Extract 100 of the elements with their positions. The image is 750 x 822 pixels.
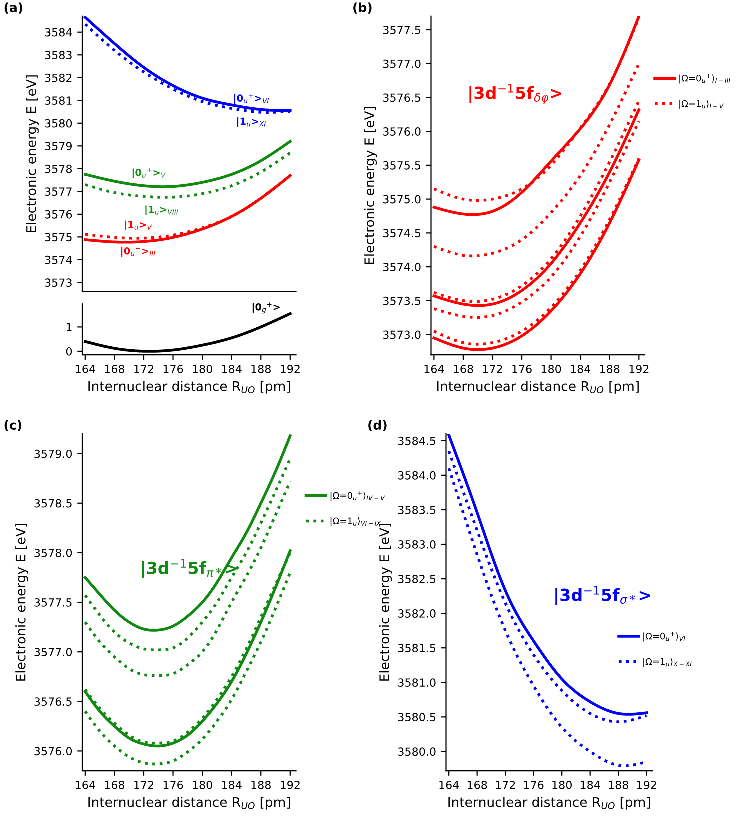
y-tick-label: 3579.0 (34, 450, 72, 458)
annotation: |0$_{g}$$^{+}$> (252, 302, 280, 314)
y-tick-label: 3577.0 (34, 648, 72, 656)
x-axis-title: Internuclear distance R$_{UO}$ [pm] (448, 797, 650, 810)
x-tick-label: 180 (542, 365, 562, 374)
y-axis-title: Electronic energy E [eV] (26, 76, 39, 233)
x-tick-label: 192 (630, 365, 649, 374)
x-axis-title: Internuclear distance R$_{UO}$ [pm] (88, 381, 290, 394)
y-tick-label: 3574.0 (383, 263, 421, 272)
y-tick-label: 3580 (45, 119, 72, 128)
y-tick-label: 3575.5 (383, 161, 421, 170)
x-tick-label: 164 (76, 365, 96, 374)
y-tick-label: 3577.5 (34, 598, 72, 607)
y-tick-label: 3582.0 (398, 610, 436, 618)
legend-label: |Ω=0$_{u}$$^{+}$⟩$_{VI}$ (644, 632, 686, 642)
x-tick-label: 168 (454, 365, 474, 374)
x-tick-label: 168 (468, 780, 488, 790)
y-tick-label: 3584.0 (398, 471, 436, 480)
y-axis-title: Electronic energy E [eV] (16, 524, 28, 681)
y-tick-label: 3580.0 (398, 748, 436, 756)
x-tick-label: 188 (609, 780, 628, 790)
x-tick-label: 172 (483, 365, 502, 374)
x-tick-label: 180 (193, 365, 212, 374)
y-tick-label: 0 (66, 347, 72, 356)
y-tick-label: 3583.5 (398, 506, 436, 514)
y-tick-label: 3576.0 (34, 747, 72, 756)
y-tick-label: 3578.5 (34, 499, 72, 508)
y-tick-label: 3575.0 (383, 195, 421, 204)
y-tick-label: 3576.5 (383, 94, 421, 102)
y-tick-label: 3581 (45, 96, 72, 106)
x-tick-label: 164 (440, 780, 460, 790)
x-tick-label: 192 (281, 780, 300, 790)
x-tick-label: 180 (552, 780, 572, 790)
y-axis-title: Electronic energy E [eV] (379, 524, 392, 681)
y-tick-label: 3578 (45, 164, 72, 174)
legend-label: |Ω=0$_{u}$$^{+}$⟩$_{I−III}$ (680, 74, 730, 84)
chart-title: (a) (4, 2, 23, 14)
chart-title: (c) (4, 420, 22, 432)
y-tick-label: 3584.5 (398, 436, 436, 446)
annotation: |0$_{u}$$^{+}$>$_{V}$ (132, 168, 166, 178)
x-tick-label: 168 (105, 780, 125, 790)
x-tick-label: 176 (524, 780, 544, 790)
x-tick-label: 188 (252, 365, 271, 374)
x-axis-title: Internuclear distance R$_{UO}$ [pm] (437, 381, 639, 394)
x-tick-label: 172 (134, 365, 154, 374)
legend-label: |Ω=0$_{u}$$^{+}$⟩$_{IV−V}$ (330, 492, 386, 502)
x-tick-label: 172 (496, 780, 516, 790)
y-tick-label: 3582.5 (398, 575, 436, 584)
x-tick-label: 176 (164, 780, 184, 790)
chart-title: (b) (354, 2, 372, 14)
y-tick-label: 3577.5 (383, 26, 421, 34)
x-tick-label: 188 (252, 780, 271, 790)
y-tick-label: 3574 (45, 256, 72, 264)
y-tick-label: 3578.0 (34, 548, 72, 558)
x-tick-label: 176 (164, 365, 184, 374)
y-tick-label: 3584 (45, 28, 72, 37)
annotation: |1$_{u}$>$_{XI}$ (237, 118, 266, 128)
y-tick-label: 3574.5 (383, 229, 421, 238)
y-tick-label: 3575 (45, 233, 72, 242)
x-tick-label: 188 (600, 365, 620, 374)
y-tick-label: 3579 (45, 142, 72, 151)
x-tick-label: 184 (222, 780, 242, 790)
annotation: |3d$^{−1}$5f$_{σ*}$> (556, 586, 650, 606)
y-tick-label: 3576.5 (34, 698, 72, 706)
x-tick-label: 184 (571, 365, 591, 374)
y-tick-label: 3573.5 (383, 296, 421, 306)
x-tick-label: 180 (193, 780, 212, 790)
y-tick-label: 3573.0 (383, 330, 421, 340)
legend-label: |Ω=1$_{u}$⟩$_{VI−IX}$ (330, 517, 382, 526)
y-axis-title: Electronic energy E [eV] (364, 107, 378, 264)
x-tick-label: 192 (637, 780, 656, 790)
chart-title: (d) (368, 420, 387, 432)
annotation: |1$_{u}$>$_{VIII}$ (146, 206, 178, 216)
annotation: |0$_{u}$$^{+}$>$_{VI}$ (234, 94, 269, 104)
x-tick-label: 192 (281, 365, 300, 374)
y-tick-label: 3576 (45, 210, 72, 219)
y-tick-label: 3583.0 (398, 540, 436, 549)
y-tick-label: 3573 (45, 278, 72, 288)
y-tick-label: 3577 (45, 188, 72, 196)
x-tick-label: 164 (424, 365, 444, 374)
y-tick-label: 3577.0 (383, 60, 421, 68)
annotation: |0$_{u}$$^{+}$>$_{III}$ (122, 246, 156, 257)
y-tick-label: 3583 (45, 51, 72, 60)
y-tick-label: 3581.0 (398, 678, 436, 688)
x-tick-label: 184 (580, 780, 600, 790)
x-tick-label: 172 (134, 780, 154, 790)
annotation: |3d$^{−1}$5f$_{δφ}$> (470, 84, 562, 104)
annotation: |1$_{u}$>$_{V}$ (125, 220, 152, 231)
x-tick-label: 176 (512, 365, 532, 374)
y-tick-label: 1 (66, 323, 72, 332)
y-tick-label: 3576.0 (383, 128, 421, 136)
y-tick-label: 3582 (45, 74, 72, 82)
x-tick-label: 184 (222, 365, 242, 374)
legend-label: |Ω=1$_{u}$⟩$_{I−V}$ (680, 100, 724, 110)
x-axis-title: Internuclear distance R$_{UO}$ [pm] (88, 797, 290, 810)
y-tick-label: 3581.5 (398, 644, 436, 652)
legend-label: |Ω=1$_{u}$⟩$_{X−XI}$ (644, 658, 692, 668)
x-tick-label: 168 (105, 365, 125, 374)
y-tick-label: 3580.5 (398, 713, 436, 722)
x-tick-label: 164 (76, 780, 96, 790)
